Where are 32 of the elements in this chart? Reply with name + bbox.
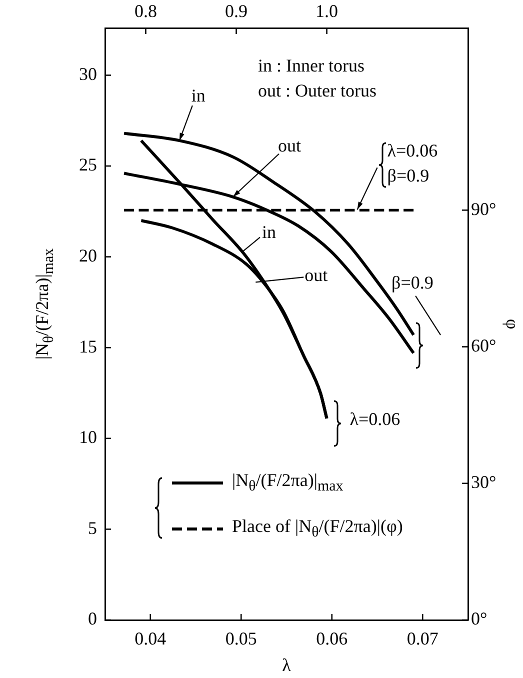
annotation: out [278,136,301,156]
annotation: out : Outer torus [258,80,376,101]
x2-tick-label: 0.9 [225,0,248,21]
x2-tick-label: 1.0 [316,0,338,21]
annotation: λ=0.06 [350,409,400,430]
annotation: in : Inner torus [258,56,364,76]
y-tick-label: 5 [88,518,97,538]
y2-axis-title: φ [502,318,522,330]
annotation: out [304,264,328,285]
y-tick-label: 0 [88,608,97,629]
y2-tick-label: 30° [471,472,496,492]
annotation: β=0.9 [387,165,430,186]
x-tick-label: 0.06 [316,628,348,649]
y2-tick-label: 0° [471,608,488,629]
y-tick-label: 30 [79,64,97,84]
legend-label: Place of |N$_{θ}$/(F/2πa)|(φ) [232,516,403,542]
x-tick-label: 0.05 [225,628,257,649]
y2-tick-label: 90° [471,198,496,219]
x-axis-title: λ [282,654,292,675]
x2-tick-label: 0.8 [134,0,157,21]
x-tick-label: 0.07 [406,628,438,649]
x-tick-label: 0.04 [134,628,166,649]
y-tick-label: 15 [79,336,97,356]
annotation: λ=0.06 [387,140,438,160]
annotation: in [262,222,276,242]
y2-tick-label: 60° [471,336,496,356]
legend-label: |N$_{θ}$/(F/2πa)|$_{max}$ [232,470,344,496]
annotation: in [191,85,206,106]
annotation: β=0.9 [392,272,434,293]
y-tick-label: 10 [79,427,97,448]
y-tick-label: 25 [79,154,97,175]
y-tick-label: 20 [79,246,97,266]
